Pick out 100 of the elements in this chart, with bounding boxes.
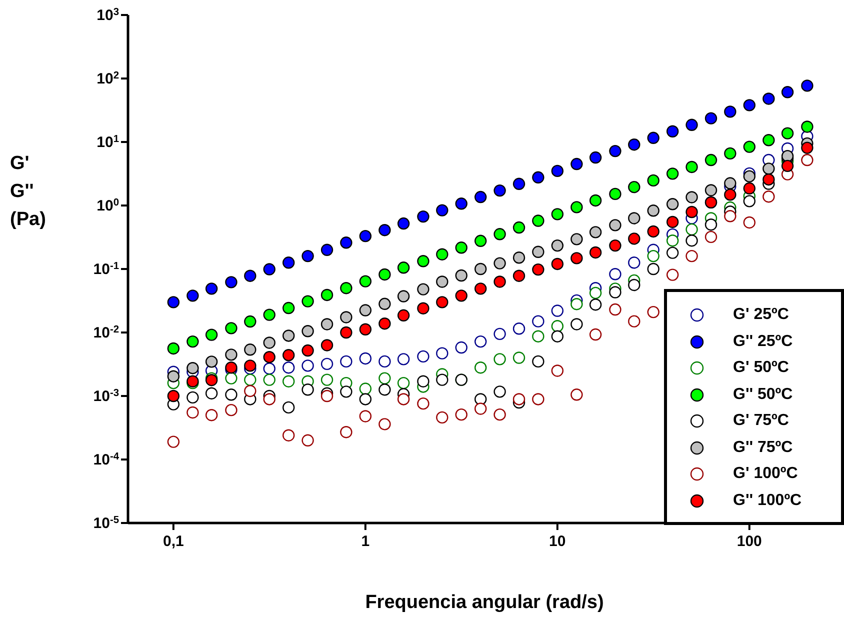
point: [743, 216, 756, 229]
point: [302, 295, 314, 308]
point: [417, 210, 430, 223]
point: [186, 335, 199, 348]
legend-label: G' 100ºC: [733, 465, 798, 484]
point: [628, 315, 640, 328]
legend-label: G'' 25ºC: [733, 332, 793, 351]
legend-label: G' 75ºC: [733, 412, 789, 430]
point: [801, 120, 814, 133]
y-tick-label: 10$^{-5}$: [93, 514, 120, 532]
point: [532, 263, 544, 276]
y-tick-label: 10$^{-1}$: [93, 260, 120, 278]
point: [302, 360, 314, 372]
point: [512, 352, 526, 364]
point: [417, 375, 430, 388]
point: [474, 262, 487, 276]
x-axis-title: Frequencia angular (rad/s): [364, 592, 605, 614]
point: [686, 160, 698, 174]
x-tick-label: 1: [361, 533, 370, 550]
point: [647, 132, 660, 144]
point: [570, 318, 583, 330]
point: [801, 142, 814, 154]
point: [609, 219, 622, 232]
point: [167, 390, 180, 402]
point: [167, 342, 180, 355]
point: [282, 362, 295, 374]
point: [417, 350, 430, 363]
point: [186, 290, 199, 302]
point: [512, 221, 526, 234]
point: [512, 178, 526, 190]
point: [340, 326, 352, 339]
point: [494, 328, 506, 340]
point: [474, 335, 487, 348]
point: [397, 290, 410, 302]
point: [589, 194, 602, 207]
point: [532, 315, 544, 328]
point: [320, 318, 334, 330]
point: [320, 339, 334, 352]
y-tick-label: 10$^{-2}$: [93, 324, 120, 342]
point: [743, 182, 756, 194]
point: [704, 184, 718, 196]
point: [244, 315, 256, 328]
point: [609, 188, 622, 200]
point: [436, 411, 448, 424]
point: [302, 325, 314, 338]
point: [205, 409, 218, 422]
point: [340, 386, 352, 398]
point: [762, 173, 775, 186]
point: [225, 276, 238, 288]
point: [263, 362, 276, 375]
point: [225, 372, 238, 384]
point: [609, 286, 622, 298]
point: [320, 244, 334, 256]
point: [359, 304, 372, 316]
point: [340, 236, 352, 249]
point: [359, 323, 372, 336]
point: [686, 206, 698, 218]
point: [397, 353, 410, 366]
point: [494, 353, 506, 366]
point: [494, 257, 506, 270]
point: [225, 322, 238, 334]
point: [244, 374, 256, 386]
point: [282, 429, 295, 442]
point: [532, 393, 544, 406]
point: [167, 436, 180, 448]
point: [302, 344, 314, 357]
point: [494, 228, 506, 240]
point: [378, 418, 391, 430]
point: [532, 171, 544, 184]
point: [589, 246, 602, 259]
point: [666, 125, 679, 138]
point: [570, 298, 583, 310]
point: [225, 388, 238, 401]
point: [455, 341, 468, 354]
point: [628, 232, 640, 245]
point: [474, 190, 487, 204]
point: [724, 106, 736, 118]
point: [359, 352, 372, 365]
point: [282, 256, 295, 269]
point: [359, 275, 372, 288]
point: [686, 234, 698, 247]
point: [340, 282, 352, 294]
point: [378, 355, 391, 368]
point: [551, 330, 564, 342]
point: [589, 328, 602, 341]
point: [494, 386, 506, 398]
point: [378, 268, 391, 281]
legend-label: G'' 50ºC: [733, 386, 793, 404]
point: [397, 393, 410, 406]
point: [647, 306, 660, 318]
point: [494, 408, 506, 421]
point: [378, 298, 391, 310]
point: [417, 302, 430, 314]
point: [532, 355, 544, 368]
point: [359, 393, 372, 406]
point: [512, 252, 526, 264]
point: [436, 204, 448, 216]
point: [436, 248, 448, 260]
point: [263, 308, 276, 321]
point: [263, 350, 276, 364]
